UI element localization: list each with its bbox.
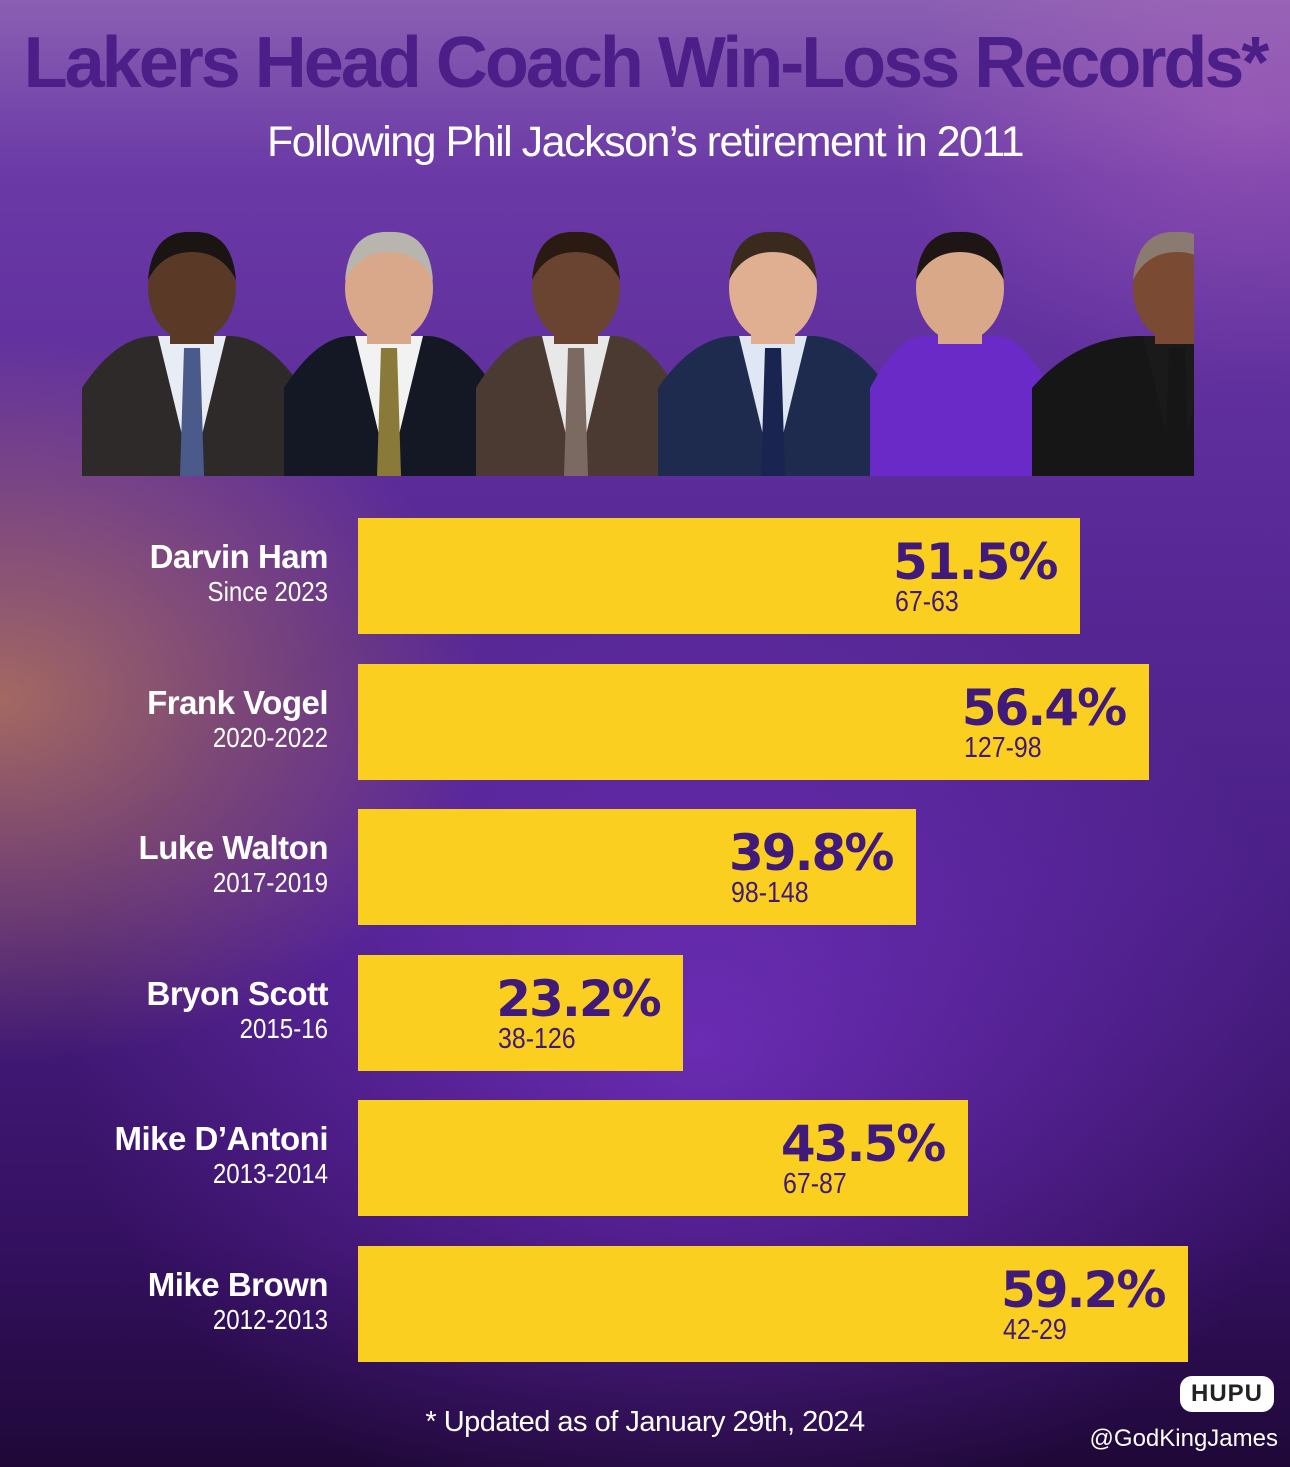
win-pct-label: 39.8% [728, 824, 894, 882]
coach-photo-1 [82, 218, 302, 476]
coach-tenure: Since 2023 [207, 576, 328, 607]
coach-name: Frank Vogel [147, 683, 328, 721]
win-loss-record: 38-126 [498, 1022, 576, 1055]
coach-name: Darvin Ham [149, 538, 329, 575]
win-pct-bar [358, 518, 1081, 634]
coach-name: Mike Brown [147, 1265, 329, 1303]
coach-tenure: 2013-2014 [212, 1158, 328, 1189]
watermark: @GodKingJames [1089, 1425, 1278, 1452]
hupu-logo: HUPU [1180, 1376, 1274, 1412]
chart-title: Lakers Head Coach Win-Loss Records* [23, 23, 1270, 103]
win-pct-bar [358, 1100, 968, 1216]
chart-subtitle: Following Phil Jackson’s retirement in 2… [266, 118, 1025, 166]
coach-tenure: 2015-16 [239, 1012, 328, 1044]
win-loss-record: 67-87 [782, 1168, 847, 1200]
coach-photo-3 [476, 218, 676, 476]
win-loss-record: 42-29 [1002, 1313, 1067, 1346]
win-loss-record: 127-98 [963, 731, 1042, 764]
coach-tenure: 2017-2019 [212, 867, 328, 898]
coach-name: Bryon Scott [146, 974, 328, 1012]
win-pct-bar [358, 954, 684, 1071]
coach-photo-5 [870, 218, 1050, 476]
coach-name: Luke Walton [138, 829, 329, 866]
win-pct-label: 59.2% [1000, 1260, 1166, 1319]
coach-photo-4 [658, 218, 888, 476]
win-pct-bar [358, 663, 1149, 780]
win-pct-label: 56.4% [961, 678, 1127, 737]
coach-photos-strip [82, 218, 1194, 476]
win-pct-bar [358, 1245, 1188, 1362]
coach-tenure: 2012-2013 [212, 1303, 328, 1335]
footnote: * Updated as of January 29th, 2024 [425, 1406, 865, 1438]
coach-tenure: 2020-2022 [212, 721, 328, 753]
coach-name: Mike D’Antoni [114, 1120, 329, 1157]
win-pct-label: 23.2% [496, 969, 661, 1028]
win-pct-label: 43.5% [780, 1115, 946, 1173]
coach-photo-6 [1032, 218, 1194, 476]
win-pct-bar [358, 809, 916, 925]
win-pct-label: 51.5% [893, 533, 1058, 591]
win-loss-record: 67-63 [895, 586, 959, 618]
coach-photo-2 [284, 218, 494, 476]
win-loss-record: 98-148 [730, 877, 809, 909]
